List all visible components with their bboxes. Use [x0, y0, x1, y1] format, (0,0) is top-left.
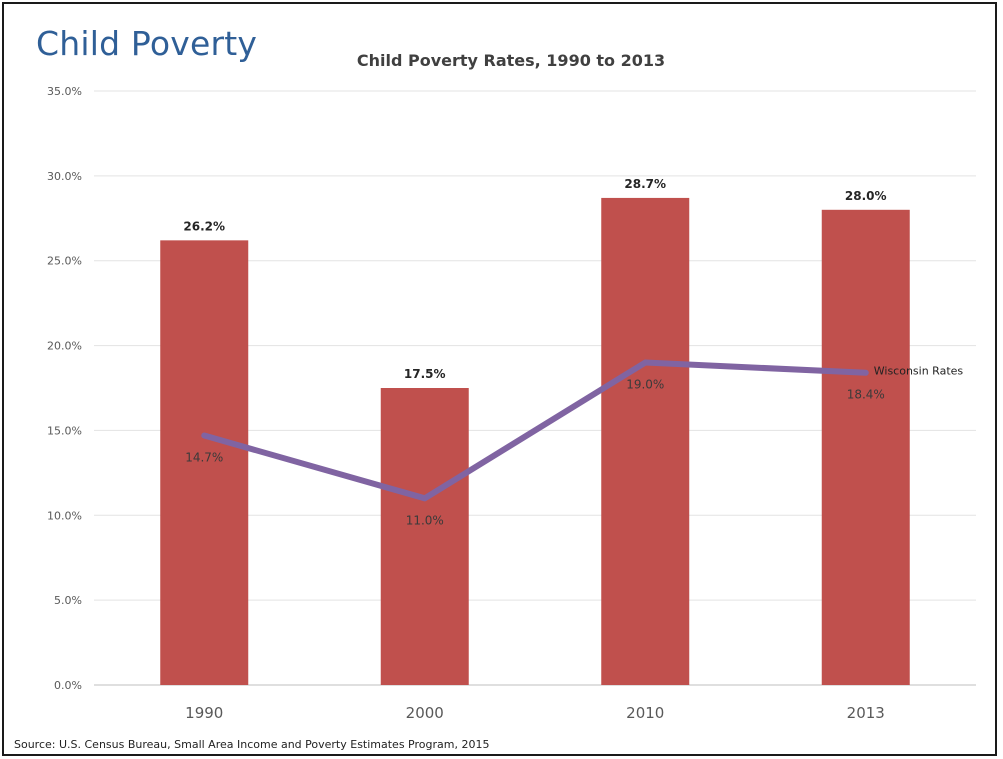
source-note: Source: U.S. Census Bureau, Small Area I… — [14, 738, 490, 751]
x-tick-label: 2010 — [626, 704, 664, 722]
bar-data-label: 26.2% — [183, 219, 225, 233]
bar — [160, 240, 249, 685]
line-data-label: 14.7% — [185, 451, 223, 465]
line-series: 14.7% 11.0% 19.0% 18.4% Wisconsin Rates — [185, 359, 964, 527]
y-tick-label: 5.0% — [54, 594, 82, 607]
bar-data-label: 28.7% — [624, 177, 666, 191]
y-axis-ticks: 0.0% 5.0% 10.0% 15.0% 20.0% 25.0% 30.0% 35.0% — [47, 85, 82, 692]
bar-data-label: 28.0% — [845, 189, 887, 203]
line-data-label: 19.0% — [626, 378, 664, 392]
wisconsin-rates-line — [201, 359, 869, 502]
x-tick-label: 1990 — [185, 704, 223, 722]
line-data-label: 18.4% — [847, 388, 885, 402]
series-name-label: Wisconsin Rates — [874, 365, 964, 378]
y-tick-label: 20.0% — [47, 340, 82, 353]
bar-data-label: 17.5% — [404, 367, 446, 381]
y-tick-label: 30.0% — [47, 170, 82, 183]
y-tick-label: 15.0% — [47, 424, 82, 437]
bar-series: 26.2% 17.5% 28.7% 28.0% — [160, 177, 910, 686]
bar — [380, 388, 469, 685]
bar — [821, 209, 910, 686]
x-axis-ticks: 1990 2000 2010 2013 — [185, 704, 885, 722]
y-tick-label: 10.0% — [47, 509, 82, 522]
chart-title: Child Poverty Rates, 1990 to 2013 — [357, 51, 665, 70]
line-data-label: 11.0% — [406, 513, 444, 527]
x-tick-label: 2013 — [847, 704, 885, 722]
x-tick-label: 2000 — [406, 704, 444, 722]
slide-title: Child Poverty — [36, 24, 258, 63]
y-tick-label: 35.0% — [47, 85, 82, 98]
bar — [601, 197, 690, 686]
y-tick-label: 0.0% — [54, 679, 82, 692]
y-tick-label: 25.0% — [47, 255, 82, 268]
